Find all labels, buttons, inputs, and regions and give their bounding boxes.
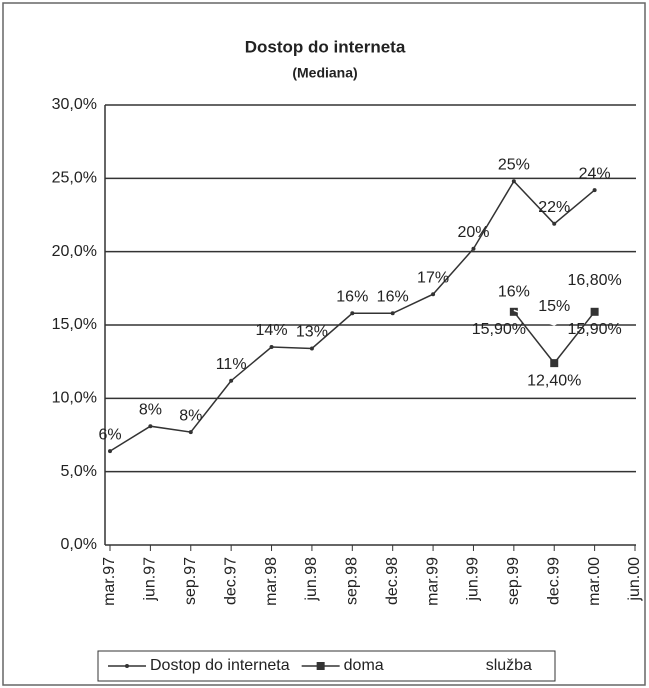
y-tick-label: 20,0%: [52, 243, 97, 260]
legend-box: [97, 650, 556, 682]
data-label: 17%: [417, 269, 449, 286]
y-tick-label: 30,0%: [52, 96, 97, 113]
x-tick-label: dec.97: [222, 557, 239, 605]
point: [590, 307, 599, 316]
data-label: 15,90%: [472, 321, 526, 338]
data-label: 16,80%: [567, 272, 621, 289]
y-tick-label: 25,0%: [52, 170, 97, 187]
series-line: [513, 297, 596, 326]
point: [269, 345, 274, 349]
x-tick-label: dec.99: [545, 557, 562, 605]
point: [390, 311, 395, 316]
legend-label: doma: [344, 657, 384, 674]
point: [350, 311, 355, 316]
point: [550, 359, 559, 368]
y-tick-label: 15,0%: [52, 316, 97, 333]
legend-marker: [125, 664, 129, 668]
point: [148, 424, 153, 429]
data-label: 15,90%: [567, 321, 621, 338]
data-label: 8%: [179, 407, 202, 424]
data-label: 6%: [98, 426, 121, 443]
data-label: 13%: [296, 324, 328, 341]
legend-label: služba: [486, 657, 532, 674]
data-label: 16%: [377, 288, 409, 305]
y-tick-label: 5,0%: [61, 463, 97, 480]
data-label: 16%: [498, 284, 530, 301]
data-label: 16%: [336, 288, 368, 305]
x-tick-label: mar.00: [586, 557, 603, 606]
point: [592, 188, 597, 193]
data-label: 15%: [538, 298, 570, 315]
data-label: 24%: [579, 165, 611, 182]
legend-label: Dostop do interneta: [150, 657, 290, 674]
x-tick-label: mar.98: [263, 557, 280, 606]
point: [229, 378, 234, 383]
x-tick-label: dec.98: [384, 557, 401, 605]
x-tick-label: jun.00: [626, 557, 643, 602]
chart-subtitle: (Mediana): [292, 65, 357, 81]
point: [471, 246, 476, 251]
data-label: 12,40%: [527, 372, 581, 389]
point: [188, 430, 193, 435]
chart-title: Dostop do interneta: [245, 37, 406, 56]
x-tick-label: sep.97: [182, 557, 199, 605]
data-label: 11%: [216, 356, 247, 373]
point: [509, 307, 518, 316]
point: [511, 179, 516, 184]
x-tick-label: jun.97: [142, 557, 159, 602]
data-label: 14%: [256, 322, 288, 339]
x-tick-label: sep.99: [505, 557, 522, 605]
y-tick-label: 10,0%: [52, 390, 97, 407]
x-tick-label: mar.99: [424, 557, 441, 606]
x-tick-label: sep.98: [344, 557, 361, 605]
data-label: 25%: [498, 156, 530, 173]
data-label: 20%: [457, 224, 489, 241]
y-tick-label: 0,0%: [61, 536, 97, 553]
legend-marker: [316, 662, 325, 670]
point: [108, 449, 112, 454]
point: [552, 221, 557, 226]
x-tick-label: jun.99: [465, 557, 482, 602]
data-label: 8%: [139, 401, 162, 418]
point: [309, 346, 314, 351]
data-label: 22%: [538, 199, 570, 216]
point: [431, 292, 436, 297]
x-tick-label: jun.98: [303, 557, 320, 602]
x-tick-label: mar.97: [101, 557, 118, 606]
